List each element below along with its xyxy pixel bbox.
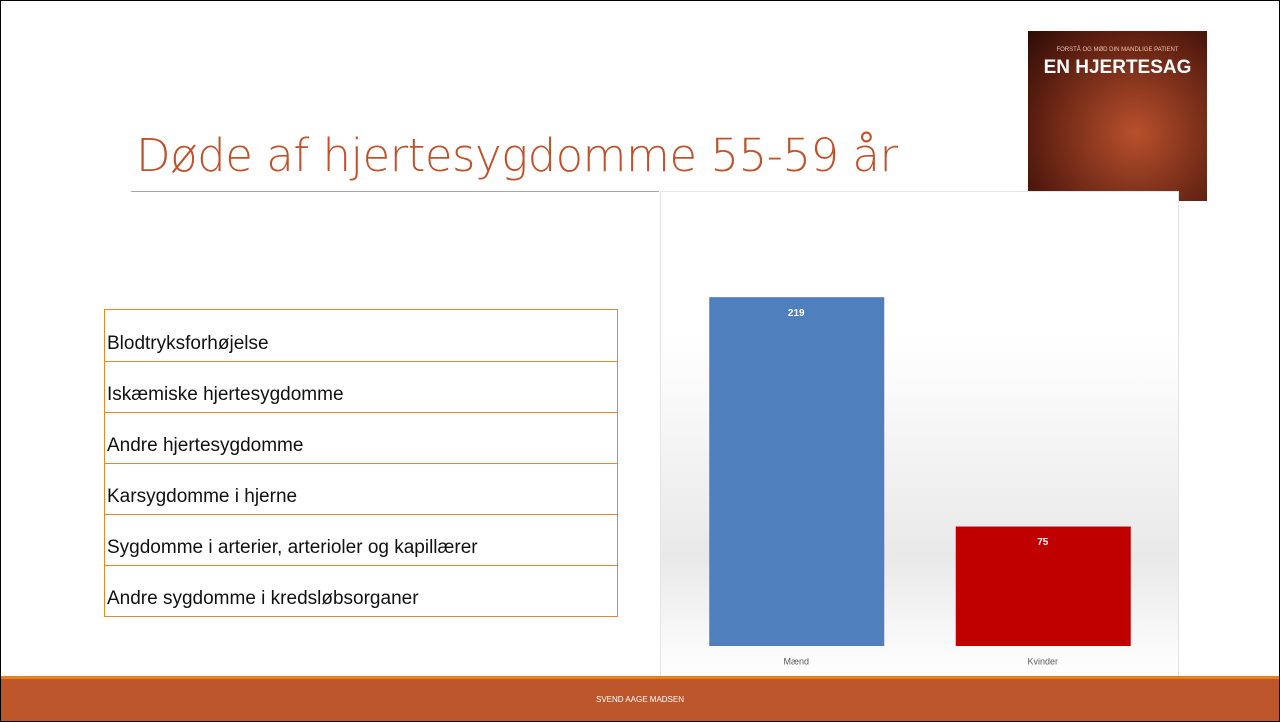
value-label: 219 bbox=[788, 308, 805, 319]
value-label: 75 bbox=[1037, 537, 1049, 548]
slide: Døde af hjertesygdomme 55-59 år Blodtryk… bbox=[0, 0, 1280, 722]
bar bbox=[709, 297, 884, 646]
chart: Mænd 219 Kvinder 75 bbox=[1, 1, 1279, 721]
x-tick-label: Kvinder bbox=[1027, 656, 1058, 666]
x-tick-label: Mænd bbox=[783, 656, 809, 666]
footer: SVEND AAGE MADSEN bbox=[1, 676, 1279, 721]
